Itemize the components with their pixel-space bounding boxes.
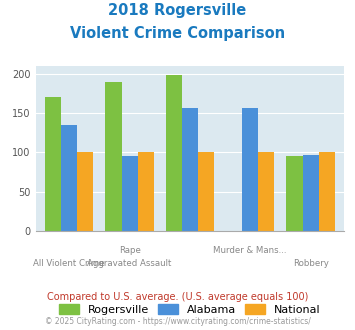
Bar [61, 125, 77, 231]
Bar [77, 152, 93, 231]
Legend: Rogersville, Alabama, National: Rogersville, Alabama, National [55, 299, 325, 319]
Bar [166, 75, 182, 231]
Bar [242, 108, 258, 231]
Bar [45, 97, 61, 231]
Bar [105, 82, 121, 231]
Bar [286, 156, 302, 231]
Text: 2018 Rogersville: 2018 Rogersville [108, 3, 247, 18]
Bar [121, 156, 138, 231]
Bar [182, 108, 198, 231]
Bar [302, 155, 319, 231]
Text: All Violent Crime: All Violent Crime [33, 259, 105, 268]
Text: Compared to U.S. average. (U.S. average equals 100): Compared to U.S. average. (U.S. average … [47, 292, 308, 302]
Text: Rape: Rape [119, 246, 141, 255]
Bar [198, 152, 214, 231]
Bar [319, 152, 335, 231]
Bar [258, 152, 274, 231]
Bar [138, 152, 154, 231]
Text: Violent Crime Comparison: Violent Crime Comparison [70, 26, 285, 41]
Text: © 2025 CityRating.com - https://www.cityrating.com/crime-statistics/: © 2025 CityRating.com - https://www.city… [45, 317, 310, 326]
Text: Robbery: Robbery [293, 259, 328, 268]
Text: Aggravated Assault: Aggravated Assault [87, 259, 172, 268]
Text: Murder & Mans...: Murder & Mans... [213, 246, 287, 255]
